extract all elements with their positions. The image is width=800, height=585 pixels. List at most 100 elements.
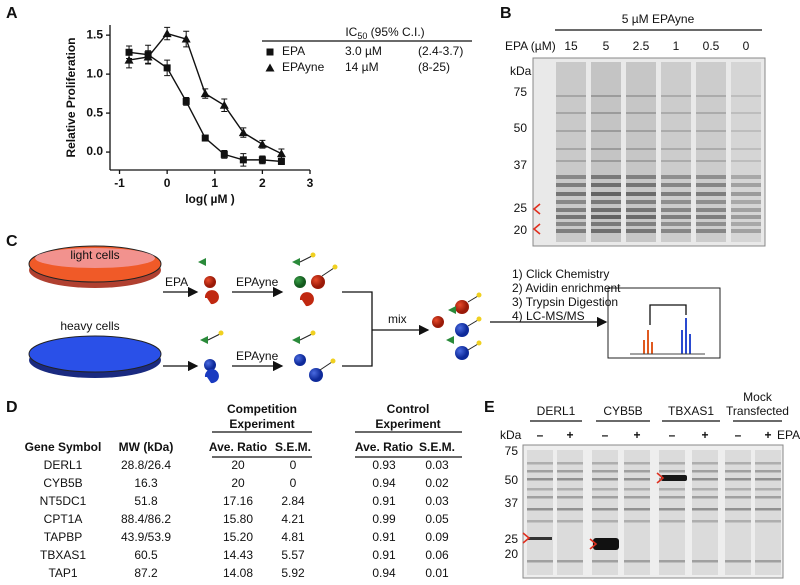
- band: [755, 508, 781, 511]
- band: [731, 160, 761, 162]
- y-tick-label: 1.5: [86, 27, 103, 41]
- table-cell: CYB5B: [43, 476, 82, 490]
- band: [556, 160, 586, 162]
- legend-title: IC50 (95% C.I.): [345, 25, 424, 41]
- y-tick-label: 0.0: [86, 144, 103, 158]
- table-cell: 0.99: [372, 512, 396, 526]
- band: [591, 148, 621, 150]
- band: [527, 508, 553, 511]
- lane-label: 15: [564, 39, 578, 53]
- table-cell: 0: [290, 458, 297, 472]
- band: [725, 488, 751, 491]
- band: [528, 537, 552, 540]
- band: [692, 470, 718, 473]
- procedure-step: 1) Click Chemistry: [512, 267, 609, 281]
- table-cell: 20: [231, 458, 245, 472]
- red-arrowhead: [656, 472, 665, 484]
- band: [692, 462, 718, 465]
- band: [592, 496, 618, 499]
- table-cell: 17.16: [223, 494, 253, 508]
- band: [661, 215, 691, 219]
- band: [725, 478, 751, 481]
- lane-group: CYB5B: [603, 404, 642, 418]
- band: [626, 200, 656, 204]
- panel-letter: E: [484, 399, 495, 416]
- x-axis-title: log( µM ): [185, 192, 235, 206]
- band: [556, 229, 586, 233]
- table-cell: 0: [290, 476, 297, 490]
- column-header: Ave. Ratio: [355, 440, 413, 454]
- legend-title-part: 50: [357, 31, 367, 41]
- band: [692, 508, 718, 511]
- column-header: S.E.M.: [275, 440, 311, 454]
- gel: [522, 444, 784, 579]
- y-tick-label: 1.0: [86, 66, 103, 80]
- band: [592, 520, 618, 523]
- band: [755, 462, 781, 465]
- band: [661, 183, 691, 187]
- x-tick-label: -1: [114, 176, 125, 190]
- band: [626, 175, 656, 179]
- band: [626, 208, 656, 212]
- gel-background: [522, 444, 784, 579]
- band: [556, 222, 586, 226]
- table-cell: 0.02: [425, 476, 449, 490]
- data-point: [181, 34, 191, 43]
- table-cell: 0.06: [425, 548, 449, 562]
- band: [661, 208, 691, 212]
- gel-title: 5 µM EPAyne: [622, 12, 695, 26]
- lane-smear: [696, 62, 726, 242]
- band: [556, 192, 586, 196]
- column-header: S.E.M.: [419, 440, 455, 454]
- band: [659, 470, 685, 473]
- lane-smear: [626, 62, 656, 242]
- band: [624, 478, 650, 481]
- band: [527, 462, 553, 465]
- table-cell: 0.91: [372, 530, 396, 544]
- heavy-dish: [28, 335, 162, 373]
- lane-sign: –: [537, 428, 544, 442]
- lane-sign: +: [566, 428, 573, 442]
- table-cell: 15.20: [223, 530, 253, 544]
- band: [591, 112, 621, 114]
- band: [591, 222, 621, 226]
- band: [557, 508, 583, 511]
- panel-letter: D: [6, 399, 18, 416]
- step-label: mix: [388, 312, 407, 326]
- data-point: [257, 139, 267, 148]
- band: [557, 470, 583, 473]
- band: [696, 192, 726, 196]
- band: [731, 183, 761, 187]
- band: [527, 560, 553, 563]
- workflow-diagram: [28, 245, 721, 384]
- band: [696, 130, 726, 132]
- lane-axis-label: EPA (µM): [505, 39, 556, 53]
- band: [626, 215, 656, 219]
- band: [591, 95, 621, 97]
- table-cell: 88.4/86.2: [121, 512, 171, 526]
- column-header: MW (kDa): [119, 440, 174, 454]
- band: [556, 175, 586, 179]
- size-marker: 25: [514, 201, 528, 215]
- table-cell: 0.09: [425, 530, 449, 544]
- band: [661, 148, 691, 150]
- band: [624, 508, 650, 511]
- data-point: [258, 156, 266, 164]
- band: [731, 130, 761, 132]
- band: [624, 496, 650, 499]
- table-cell: TAP1: [48, 566, 77, 580]
- band: [557, 560, 583, 563]
- band: [556, 112, 586, 114]
- group-header: Experiment: [229, 417, 294, 431]
- lane-smear: [557, 450, 583, 575]
- red-arrowhead: [522, 532, 531, 544]
- dish-label: heavy cells: [60, 319, 119, 333]
- band: [593, 538, 619, 550]
- band: [661, 222, 691, 226]
- lane-label: 5: [603, 39, 610, 53]
- data-point: [220, 150, 228, 158]
- band: [696, 160, 726, 162]
- band: [556, 215, 586, 219]
